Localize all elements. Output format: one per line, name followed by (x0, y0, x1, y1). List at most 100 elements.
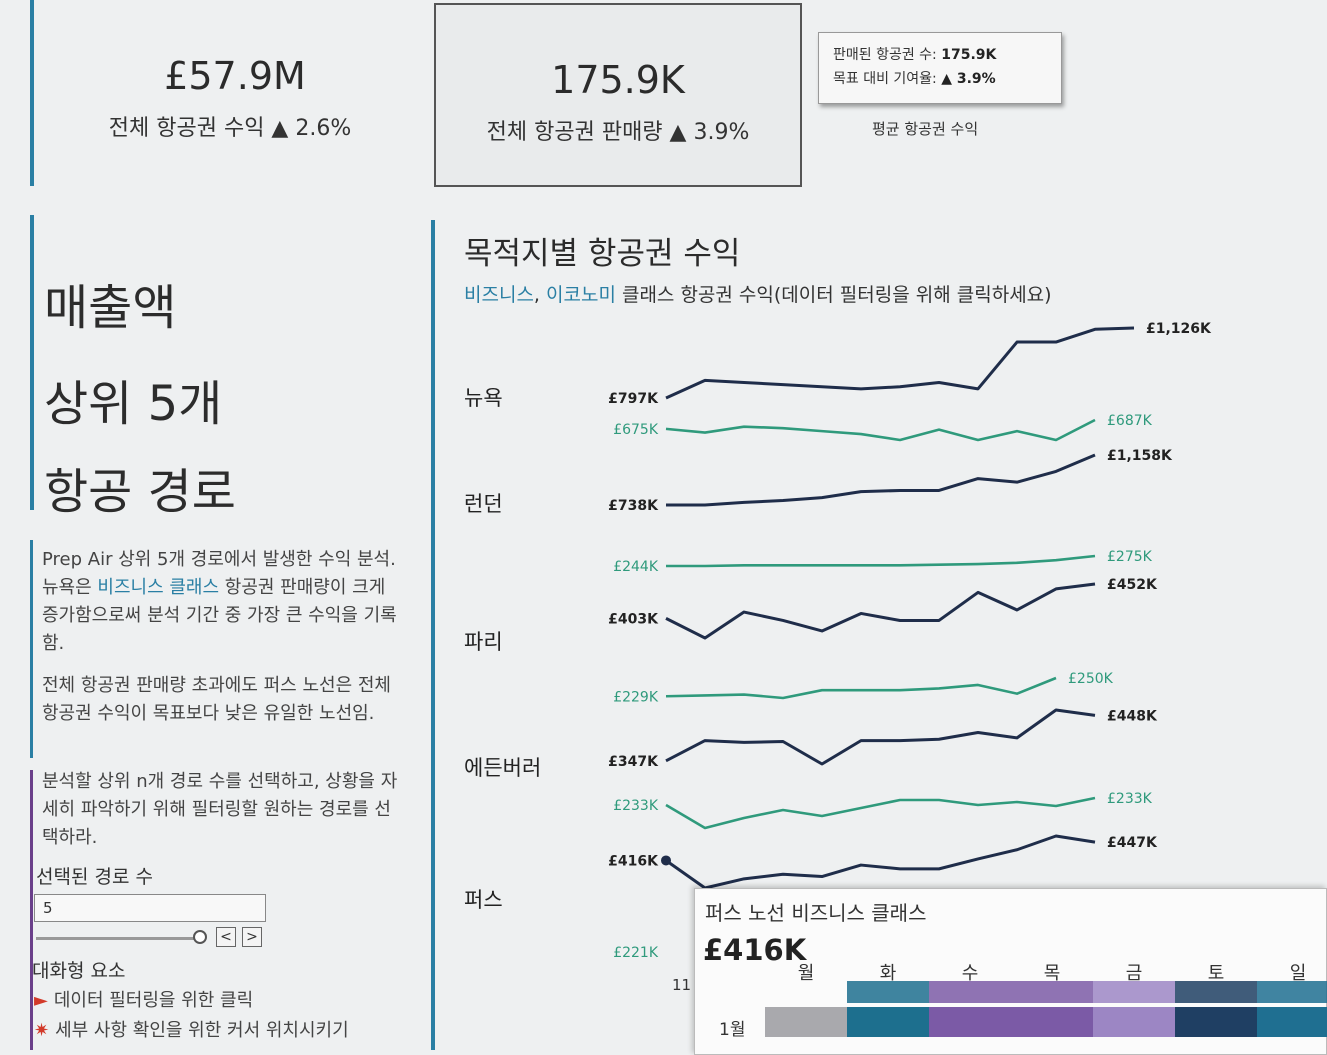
sales-kpi-label: 전체 항공권 판매량 ▲ 3.9% (486, 120, 750, 145)
subtitle-rest: 클래스 항공권 수익(데이터 필터링을 위해 클릭하세요) (615, 284, 1052, 306)
tooltip-day-cell (929, 1007, 1011, 1037)
avg-revenue-label: 평균 항공권 수익 (872, 120, 979, 138)
tooltip-day-cell-top (929, 981, 1011, 1003)
start-label-4-business: £416K (608, 853, 659, 869)
route-count-input[interactable]: 5 (34, 894, 266, 922)
end-label-3-economy: £233K (1107, 791, 1153, 807)
tooltip-day-label: 금 (1125, 963, 1143, 984)
series-line-2-business (665, 582, 1096, 640)
tooltip-day-label: 화 (879, 963, 897, 984)
end-label-0-business: £1,126K (1146, 321, 1212, 337)
tooltip-day-cell-top (1175, 981, 1257, 1003)
tooltip-day-cell-top (1257, 981, 1327, 1003)
tooltip-contrib-label: 목표 대비 기여율: (833, 71, 937, 87)
start-label-2-business: £403K (608, 611, 659, 627)
start-label-3-economy: £233K (613, 798, 659, 814)
legend-click-item: ► 데이터 필터링을 위한 클릭 (34, 986, 253, 1012)
click-arrow-icon: ► (34, 990, 48, 1011)
revenue-kpi-label: 전체 항공권 수익 ▲ 2.6% (108, 116, 352, 141)
route-count-prev-button[interactable]: < (216, 927, 236, 947)
series-line-4-business (665, 834, 1096, 890)
route-count-label: 선택된 경로 수 (36, 866, 153, 888)
panel-title-line2: 상위 5개 (44, 376, 223, 432)
series-line-0-business (665, 326, 1135, 400)
tooltip-contrib-value: ▲ 3.9% (941, 71, 996, 87)
legend-click-text: 데이터 필터링을 위한 클릭 (53, 990, 254, 1011)
start-label-4-economy: £221K (613, 945, 659, 961)
tooltip-month-label: 1월 (719, 1020, 746, 1040)
route-count-next-button[interactable]: > (242, 927, 262, 947)
tooltip-day-cell (765, 1007, 847, 1037)
series-line-3-business (665, 708, 1096, 766)
start-label-1-economy: £244K (613, 559, 659, 575)
tooltip-day-cell (847, 1007, 929, 1037)
series-line-1-business (666, 453, 1096, 507)
tooltip-sold-label: 판매된 항공권 수: (833, 47, 937, 63)
start-label-2-economy: £229K (613, 689, 659, 705)
panel-title-line3: 항공 경로 (44, 464, 236, 520)
destination-label-edinburgh[interactable]: 에든버러 (464, 756, 542, 780)
end-label-2-business: £452K (1107, 577, 1158, 593)
tooltip-day-label: 토 (1207, 963, 1225, 984)
business-filter-link[interactable]: 비즈니스 (464, 284, 534, 306)
tooltip-day-label: 목 (1043, 963, 1061, 984)
perth-business-tooltip: 퍼스 노선 비즈니스 클래스 £416K 1월 월 화 수 목 금 토 일 (694, 888, 1327, 1055)
subtitle-separator: , (533, 284, 547, 306)
panel-title-line1: 매출액 (44, 280, 177, 336)
revenue-kpi-value: £57.9M (164, 54, 306, 98)
economy-filter-link[interactable]: 이코노미 (546, 284, 616, 306)
tooltip-day-cell-top (847, 981, 929, 1003)
chart-title: 목적지별 항공권 수익 (464, 236, 741, 272)
chart-subtitle: 비즈니스, 이코노미 클래스 항공권 수익(데이터 필터링을 위해 클릭하세요) (464, 280, 1052, 307)
hovered-point (661, 855, 671, 866)
series-line-3-economy (665, 796, 1096, 830)
end-label-0-economy: £687K (1107, 413, 1153, 429)
end-label-2-economy: £250K (1068, 671, 1114, 687)
destination-label-paris[interactable]: 파리 (464, 630, 503, 654)
legend-hover-text: 세부 사항 확인을 위한 커서 위치시키기 (55, 1020, 349, 1041)
tooltip-day-cell (1257, 1007, 1327, 1037)
tooltip-day-cell-top (1011, 981, 1093, 1003)
tooltip-sold-value: 175.9K (941, 47, 997, 63)
end-label-1-economy: £275K (1107, 549, 1153, 565)
tooltip-day-cell (1093, 1007, 1175, 1037)
description-accent-bar (30, 540, 33, 758)
legend-hover-item: ✷ 세부 사항 확인을 위한 커서 위치시키기 (34, 1016, 349, 1042)
description-paragraph-2: 전체 항공권 판매량 초과에도 퍼스 노선은 전체 항공권 수익이 목표보다 낮… (42, 675, 391, 724)
end-label-4-business: £447K (1107, 835, 1158, 851)
destination-label-perth[interactable]: 퍼스 (464, 888, 503, 912)
title-accent-bar (30, 215, 34, 510)
series-line-0-economy (665, 418, 1096, 442)
x-axis-tick: 11 (672, 976, 692, 994)
end-label-1-business: £1,158K (1107, 448, 1173, 464)
destination-label-newyork[interactable]: 뉴욕 (464, 386, 503, 410)
tooltip-day-cell (1175, 1007, 1257, 1037)
start-label-1-business: £738K (608, 498, 659, 514)
tooltip-day-label: 일 (1289, 963, 1307, 984)
route-count-slider-track[interactable] (36, 937, 196, 940)
controls-accent-bar (30, 770, 33, 1050)
chart-accent-bar (431, 220, 435, 1050)
tooltip-day-label: 월 (797, 963, 815, 984)
tooltip-day-cell-top (1093, 981, 1175, 1003)
interactive-legend-title: 대화형 요소 (32, 960, 126, 982)
start-label-3-business: £347K (608, 754, 659, 770)
sales-kpi-tooltip: 판매된 항공권 수: 175.9K 목표 대비 기여율: ▲ 3.9% (818, 32, 1062, 104)
tooltip-day-cell (1011, 1007, 1093, 1037)
series-line-1-economy (666, 554, 1096, 568)
end-label-3-business: £448K (1107, 708, 1158, 724)
kpi-accent-bar (30, 0, 34, 186)
description-paragraph-1: Prep Air 상위 5개 경로에서 발생한 수익 분석. 뉴욕은 비즈니스 … (42, 546, 402, 658)
hover-star-icon: ✷ (34, 1020, 50, 1041)
destination-label-london[interactable]: 런던 (464, 492, 503, 516)
para1-text-a: Prep Air 상위 5개 경로에서 발생한 수익 분석. 뉴욕은 (42, 549, 396, 598)
start-label-0-business: £797K (608, 391, 659, 407)
sales-kpi-card[interactable] (434, 3, 802, 187)
route-count-slider-handle[interactable] (193, 930, 207, 944)
series-line-2-economy (665, 676, 1057, 700)
start-label-0-economy: £675K (613, 422, 659, 438)
instruction-paragraph: 분석할 상위 n개 경로 수를 선택하고, 상황을 자세히 파악하기 위해 필터… (42, 771, 398, 848)
tooltip-value: £416K (703, 933, 807, 967)
tooltip-title: 퍼스 노선 비즈니스 클래스 (705, 901, 927, 925)
